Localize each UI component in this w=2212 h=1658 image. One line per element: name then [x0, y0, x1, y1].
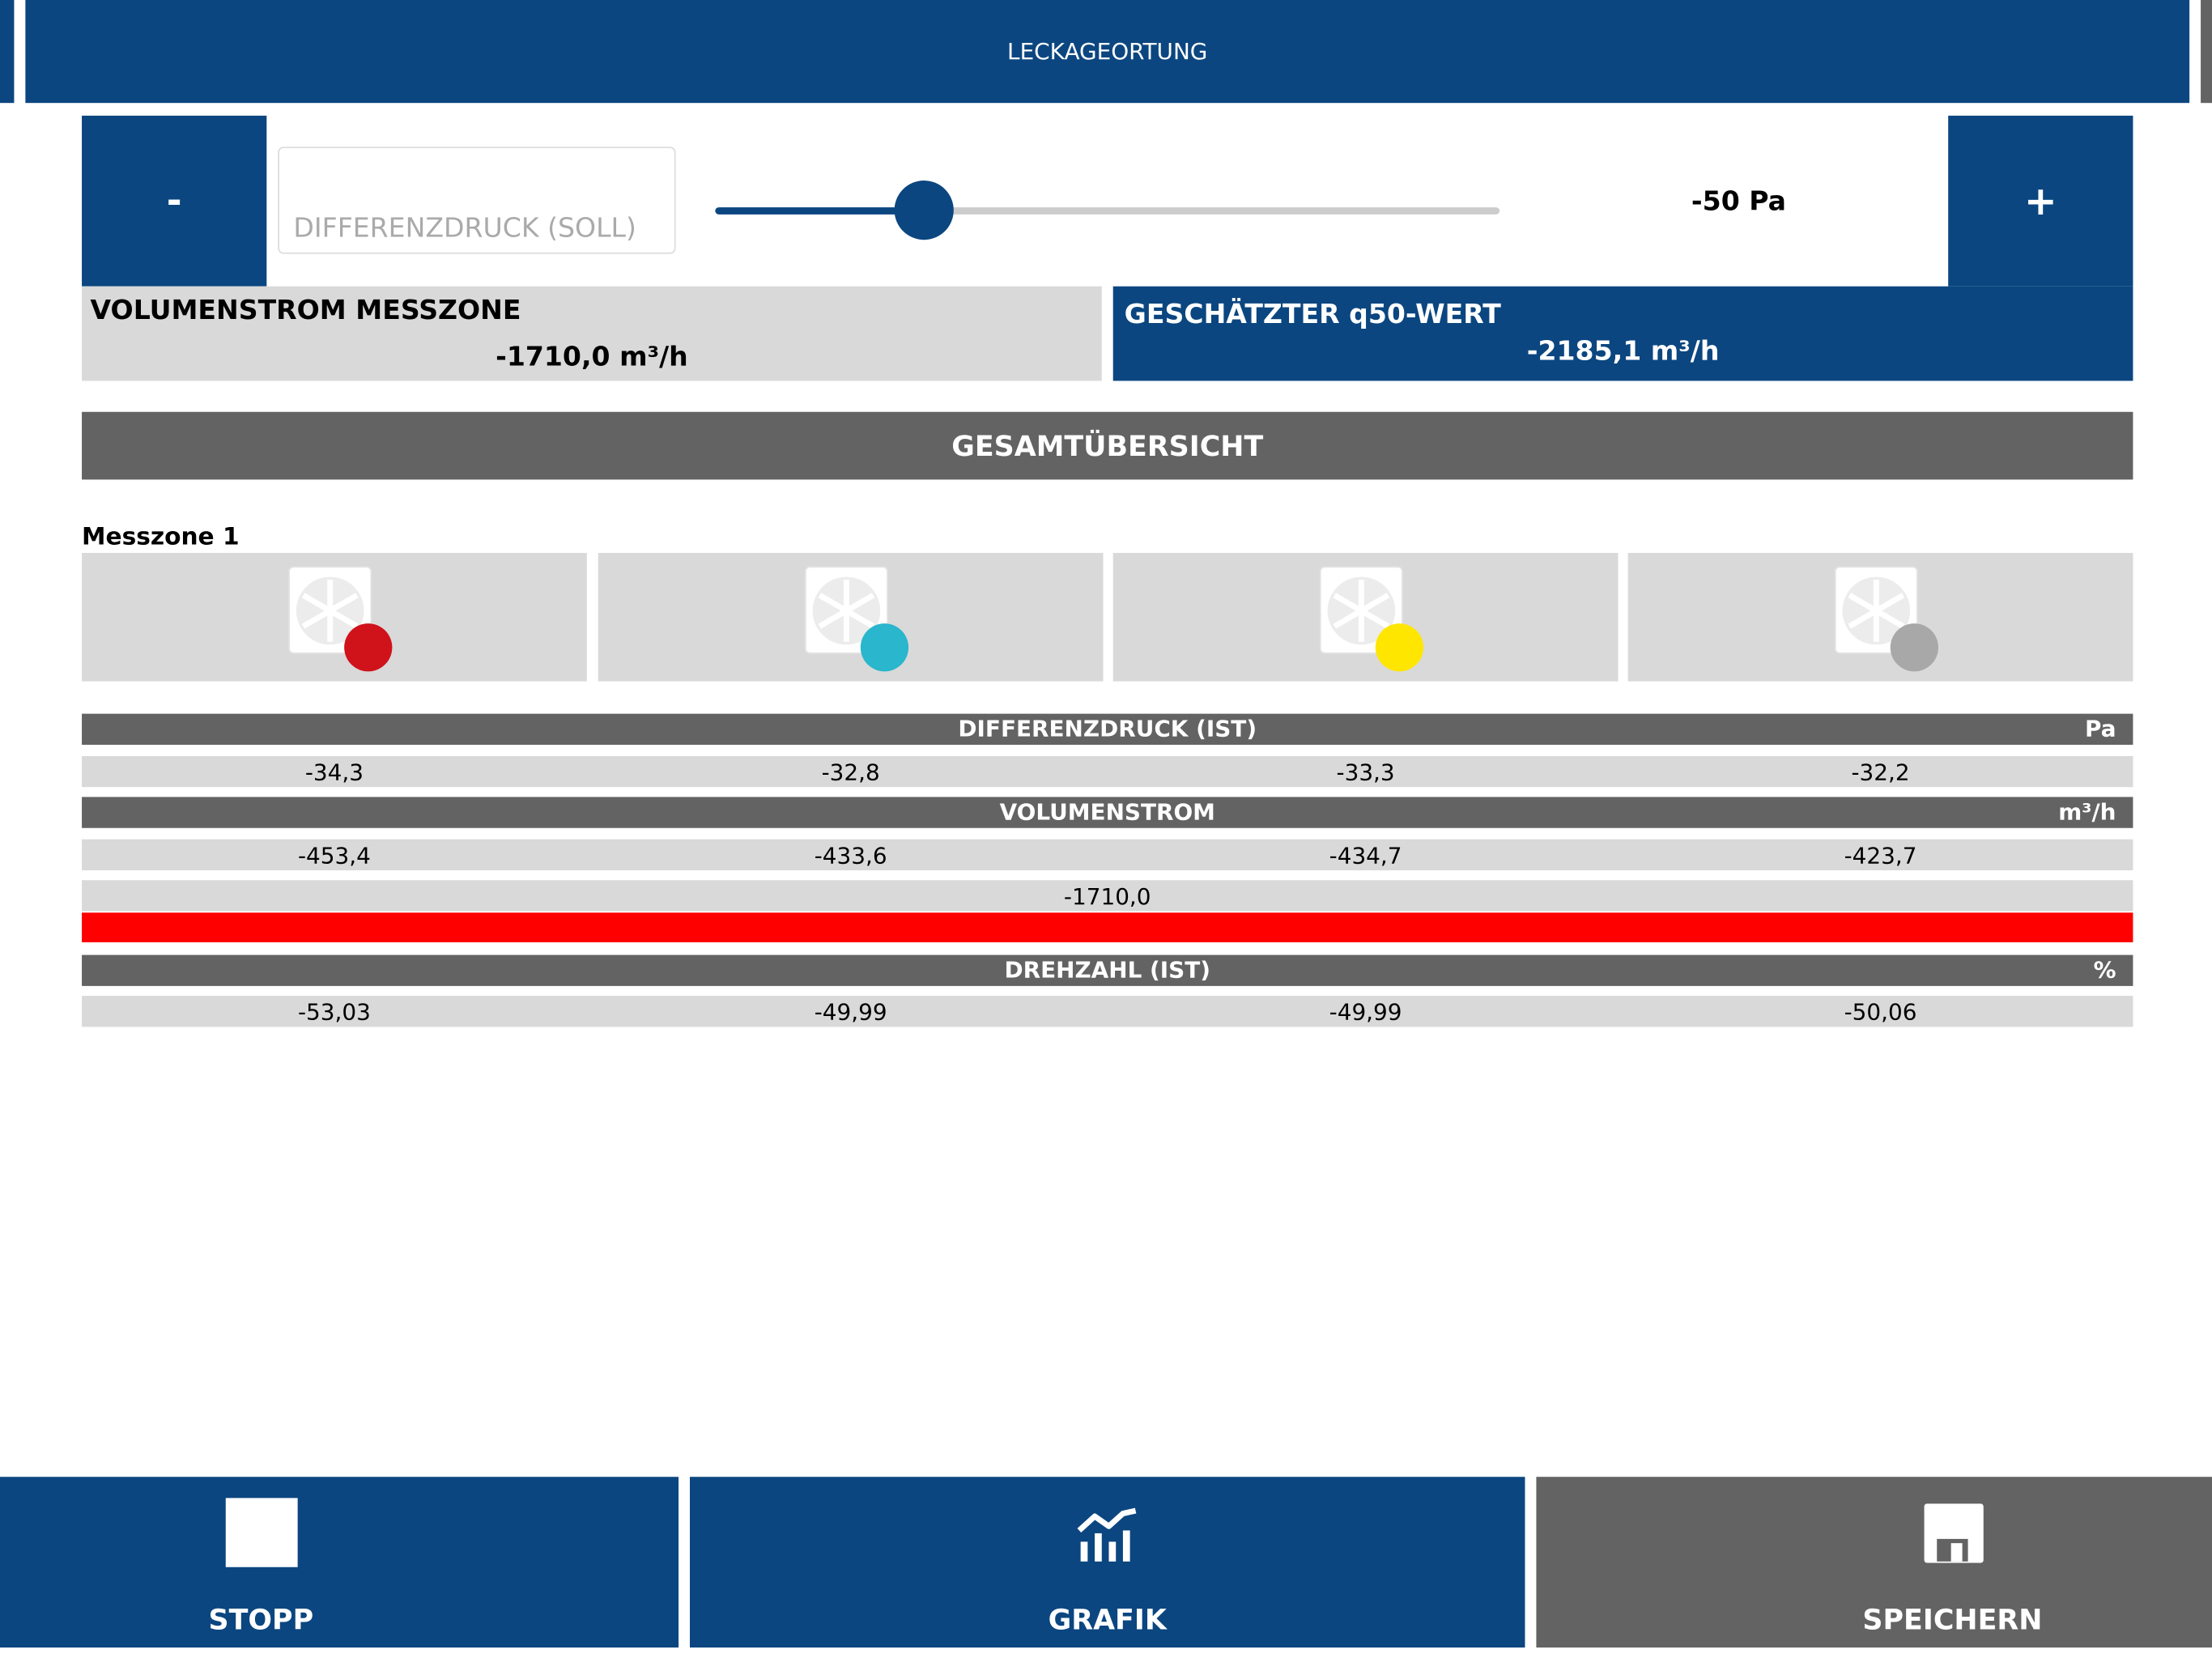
fan-tile[interactable]: [598, 553, 1104, 682]
q50-value: -2185,1 m³/h: [1526, 335, 1720, 368]
edge: [2201, 0, 2212, 104]
zone-flow-box: VOLUMENSTROM MESSZONE -1710,0 m³/h: [82, 286, 1102, 381]
button-label: SPEICHERN: [1862, 1602, 2043, 1637]
edge: [0, 0, 15, 104]
slider-track[interactable]: [715, 207, 1500, 215]
table-header: DIFFERENZDRUCK (IST) Pa: [82, 713, 2133, 745]
plus-button[interactable]: +: [1948, 115, 2133, 287]
q50-box: GESCHÄTZTER q50-WERT -2185,1 m³/h: [1112, 286, 2133, 381]
zone-flow-value: -1710,0 m³/h: [496, 341, 688, 372]
total-row: -1710,0: [82, 880, 2133, 912]
setpoint-value: -50 Pa: [1623, 176, 1855, 227]
save-button[interactable]: SPEICHERN: [1536, 1477, 2212, 1648]
fan-icon: [1319, 566, 1424, 672]
table-header: DREHZAHL (IST)%: [82, 954, 2133, 986]
fan-icon: [805, 566, 909, 672]
slider-fill: [715, 207, 925, 215]
button-label: GRAFIK: [1048, 1602, 1167, 1637]
value-cell: -423,7: [1844, 842, 1917, 869]
header-title: VOLUMENSTROM: [999, 798, 1215, 826]
value-cell: -433,6: [814, 842, 887, 869]
value-cell: -33,3: [1336, 759, 1395, 786]
title-bar: LECKAGEORTUNG: [25, 0, 2190, 104]
button-label: STOPP: [208, 1602, 314, 1637]
value-cell: -34,3: [304, 759, 364, 786]
stop-button[interactable]: STOPP: [0, 1477, 679, 1648]
minus-button[interactable]: -: [82, 115, 267, 287]
setpoint-text: -50 Pa: [1691, 185, 1786, 218]
title: LECKAGEORTUNG: [1007, 38, 1208, 66]
value-cell: -32,8: [821, 759, 880, 786]
fan-icon: [1834, 566, 1938, 672]
save-icon: [1924, 1503, 1984, 1563]
graph-icon: [1077, 1507, 1137, 1562]
stop-icon: [225, 1498, 298, 1567]
fan-tile[interactable]: [1627, 553, 2133, 682]
total-value: -1710,0: [1063, 882, 1151, 910]
value-row: -453,4 -433,6 -434,7 -423,7: [82, 839, 2133, 871]
value-cell: -32,2: [1851, 759, 1910, 786]
fan-icon: [288, 566, 393, 672]
plus-label: +: [2023, 177, 2057, 225]
header-unit: m³/h: [2058, 798, 2116, 826]
value-cell: -49,99: [814, 998, 887, 1026]
section-title: GESAMTÜBERSICHT: [951, 428, 1264, 463]
header-title: DIFFERENZDRUCK (IST): [958, 715, 1257, 742]
zone-flow-label: VOLUMENSTROM MESSZONE: [90, 295, 521, 326]
zone-label: Messzone 1: [82, 523, 240, 552]
value-cell: -53,03: [297, 998, 371, 1026]
graph-button[interactable]: GRAFIK: [690, 1477, 1525, 1648]
minus-label: -: [166, 180, 182, 223]
header-unit: Pa: [2085, 715, 2116, 742]
slider-thumb[interactable]: [894, 181, 954, 240]
value-cell: -49,99: [1329, 998, 1402, 1026]
section-header: GESAMTÜBERSICHT: [82, 411, 2133, 480]
value-row: -53,03 -49,99 -49,99 -50,06: [82, 996, 2133, 1027]
fan-tile[interactable]: [82, 553, 587, 682]
q50-label: GESCHÄTZTER q50-WERT: [1124, 299, 1501, 330]
header-title: DREHZAHL (IST): [1004, 956, 1210, 984]
fan-tile[interactable]: [1112, 553, 1619, 682]
value-cell: -434,7: [1329, 842, 1402, 869]
table-header: VOLUMENSTROM m³/h: [82, 797, 2133, 828]
value-cell: -50,06: [1844, 998, 1917, 1026]
value-cell: -453,4: [297, 842, 371, 869]
header-unit: %: [2093, 956, 2116, 984]
setpoint-input[interactable]: DIFFERENZDRUCK (SOLL): [278, 147, 676, 254]
total-bar: [82, 912, 2133, 942]
placeholder: DIFFERENZDRUCK (SOLL): [293, 213, 636, 244]
value-row: -34,3 -32,8 -33,3 -32,2: [82, 755, 2133, 788]
